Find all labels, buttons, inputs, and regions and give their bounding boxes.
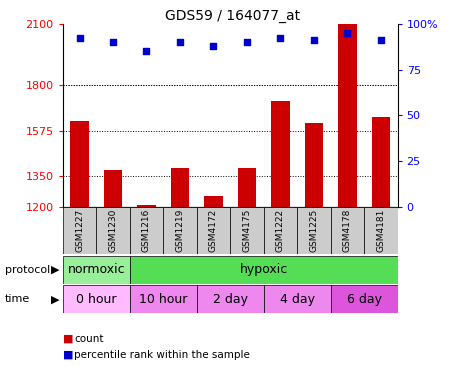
- Text: 4 day: 4 day: [279, 293, 315, 306]
- Text: 10 hour: 10 hour: [139, 293, 187, 306]
- Point: [76, 36, 83, 41]
- Text: protocol: protocol: [5, 265, 50, 275]
- Text: normoxic: normoxic: [67, 264, 125, 276]
- Bar: [63, 285, 130, 313]
- Bar: [372, 117, 390, 207]
- Bar: [130, 256, 398, 284]
- Bar: [104, 170, 122, 207]
- Bar: [70, 122, 89, 207]
- Text: 0 hour: 0 hour: [76, 293, 117, 306]
- Bar: [364, 207, 398, 254]
- Text: ■: ■: [63, 333, 73, 344]
- Bar: [331, 207, 364, 254]
- Text: percentile rank within the sample: percentile rank within the sample: [74, 350, 250, 360]
- Text: GSM1225: GSM1225: [309, 209, 319, 252]
- Point: [109, 39, 117, 45]
- Text: GSM1219: GSM1219: [175, 209, 185, 252]
- Point: [210, 43, 217, 49]
- Bar: [331, 285, 398, 313]
- Text: GSM4178: GSM4178: [343, 209, 352, 252]
- Bar: [197, 285, 264, 313]
- Text: 2 day: 2 day: [213, 293, 248, 306]
- Bar: [230, 207, 264, 254]
- Bar: [204, 195, 223, 207]
- Point: [143, 48, 150, 54]
- Bar: [271, 101, 290, 207]
- Bar: [130, 285, 197, 313]
- Bar: [137, 205, 156, 207]
- Text: ▶: ▶: [51, 294, 59, 304]
- Text: time: time: [5, 294, 30, 304]
- Bar: [238, 168, 256, 207]
- Bar: [63, 256, 130, 284]
- Text: 6 day: 6 day: [346, 293, 382, 306]
- Text: GSM1230: GSM1230: [108, 209, 118, 252]
- Point: [176, 39, 184, 45]
- Text: GDS59 / 164077_at: GDS59 / 164077_at: [165, 9, 300, 23]
- Bar: [264, 207, 297, 254]
- Text: GSM4175: GSM4175: [242, 209, 252, 252]
- Text: ▶: ▶: [51, 265, 59, 275]
- Bar: [338, 24, 357, 207]
- Text: ■: ■: [63, 350, 73, 360]
- Bar: [197, 207, 230, 254]
- Bar: [63, 207, 96, 254]
- Bar: [96, 207, 130, 254]
- Text: GSM1216: GSM1216: [142, 209, 151, 252]
- Text: count: count: [74, 333, 104, 344]
- Bar: [264, 285, 331, 313]
- Text: GSM4181: GSM4181: [376, 209, 385, 252]
- Bar: [130, 207, 163, 254]
- Bar: [305, 123, 323, 207]
- Point: [377, 37, 385, 43]
- Point: [344, 30, 351, 36]
- Point: [310, 37, 318, 43]
- Bar: [163, 207, 197, 254]
- Text: GSM1222: GSM1222: [276, 209, 285, 252]
- Point: [277, 36, 284, 41]
- Text: GSM4172: GSM4172: [209, 209, 218, 252]
- Text: GSM1227: GSM1227: [75, 209, 84, 252]
- Bar: [171, 168, 189, 207]
- Bar: [297, 207, 331, 254]
- Point: [243, 39, 251, 45]
- Text: hypoxic: hypoxic: [239, 264, 288, 276]
